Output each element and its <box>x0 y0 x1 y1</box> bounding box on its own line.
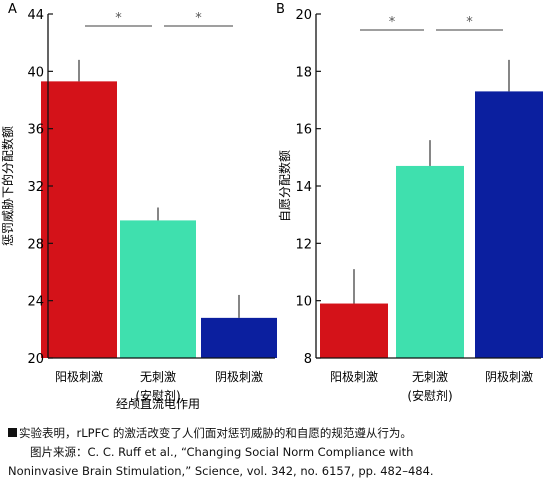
y-axis-title: 惩罚威胁下的分配数额 <box>0 126 15 246</box>
y-tick-label: 40 <box>27 65 44 80</box>
y-tick-label: 20 <box>27 352 44 367</box>
x-axis-title: 经颅直流电作用 <box>116 397 200 411</box>
bar <box>41 81 117 358</box>
bullet-square-icon <box>8 428 17 437</box>
bar <box>201 317 277 358</box>
category-label: (安慰剂) <box>135 388 180 403</box>
y-tick-label: 16 <box>295 123 312 138</box>
caption-line-2: 图片来源：C. C. Ruff et al., “Changing Social… <box>30 445 414 459</box>
figure-caption: 实验表明，rLPFC 的激活改变了人们面对惩罚威胁的和自愿的规范遵从行为。 图片… <box>8 424 544 481</box>
y-axis-title: 自愿分配数额 <box>277 150 292 222</box>
y-tick-label: 32 <box>27 180 44 195</box>
y-tick-label: 36 <box>27 123 44 138</box>
y-tick-label: 44 <box>27 8 44 23</box>
y-tick-label: 20 <box>295 8 312 23</box>
caption-text-1: 实验表明，rLPFC 的激活改变了人们面对惩罚威胁的和自愿的规范遵从行为。 <box>19 426 412 440</box>
panel-letter: A <box>8 2 17 17</box>
y-tick-label: 8 <box>304 352 312 367</box>
y-tick-label: 24 <box>27 295 44 310</box>
bar <box>320 303 388 358</box>
caption-line-1: 实验表明，rLPFC 的激活改变了人们面对惩罚威胁的和自愿的规范遵从行为。 <box>8 424 544 443</box>
bar <box>396 165 464 358</box>
bar <box>475 91 543 359</box>
y-tick-label: 12 <box>295 237 312 252</box>
category-label: 阴极刺激 <box>485 370 533 384</box>
category-label: 无刺激 <box>412 370 448 384</box>
bar <box>120 220 196 358</box>
y-tick-label: 28 <box>27 237 44 252</box>
significance-star: * <box>389 15 396 30</box>
y-tick-label: 10 <box>295 295 312 310</box>
category-label: 阴极刺激 <box>215 370 263 384</box>
panel-letter: B <box>276 2 285 17</box>
significance-star: * <box>195 11 202 26</box>
y-tick-label: 18 <box>295 65 312 80</box>
category-label: 阳极刺激 <box>330 370 378 384</box>
caption-line-3: Noninvasive Brain Stimulation,” Science,… <box>8 464 434 478</box>
category-label: (安慰剂) <box>407 388 452 403</box>
category-label: 阳极刺激 <box>55 370 103 384</box>
y-tick-label: 14 <box>295 180 312 195</box>
category-label: 无刺激 <box>140 370 176 384</box>
significance-star: * <box>466 15 473 30</box>
significance-star: * <box>115 11 122 26</box>
